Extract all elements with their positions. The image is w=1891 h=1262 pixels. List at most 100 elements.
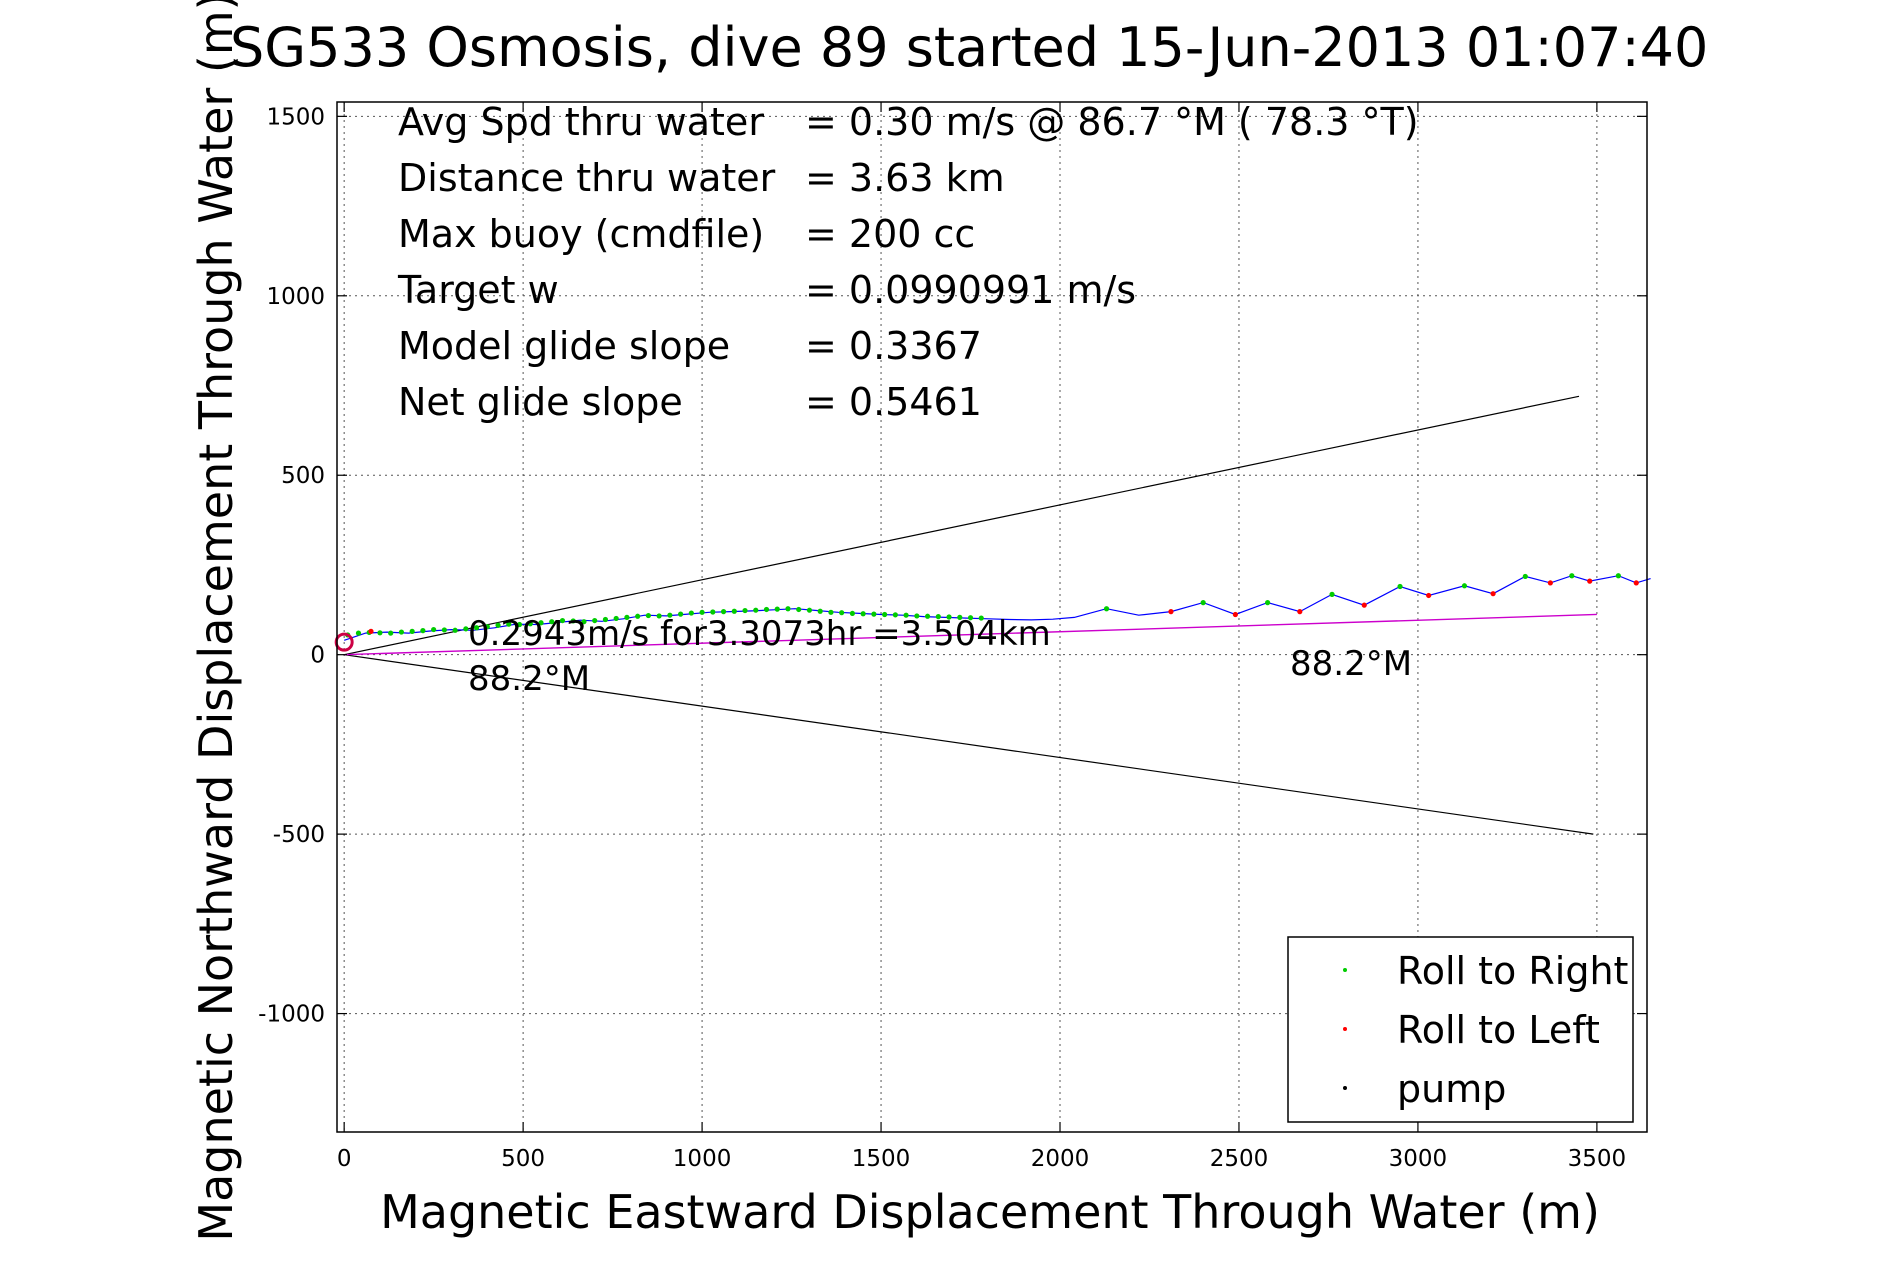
roll-right-point — [431, 626, 437, 633]
x-tick-label: 1500 — [852, 1146, 911, 1172]
heading-near-annotation: 88.2°M — [468, 659, 590, 699]
roll-left-point — [368, 628, 374, 634]
plot-frame — [336, 101, 1648, 1133]
legend: Roll to Right Roll to Left pump — [1287, 936, 1634, 1123]
roll-right-point — [645, 612, 651, 619]
roll-right-point — [473, 625, 480, 631]
chart-title: SG533 Osmosis, dive 89 started 15-Jun-20… — [230, 16, 1708, 79]
roll-right-point — [1329, 591, 1335, 597]
x-tick-label: 3000 — [1389, 1146, 1448, 1172]
info-label: Model glide slope — [398, 324, 730, 368]
roll-right-point — [463, 626, 469, 632]
y-axis-title: Magnetic Northward Displacement Through … — [189, 0, 243, 1242]
roll-right-point — [570, 618, 576, 624]
roll-right-point — [806, 607, 813, 613]
roll-right-point — [882, 611, 888, 618]
roll-right-point — [1103, 606, 1110, 612]
roll-right-point — [957, 614, 963, 620]
roll-right-point — [602, 616, 609, 623]
roll-right-point — [355, 630, 362, 636]
cone-line-lower — [344, 654, 1594, 835]
roll-right-point — [624, 614, 630, 620]
x-tick-label: 0 — [337, 1146, 352, 1172]
roll-left-point — [1168, 609, 1174, 615]
roll-left-point — [1587, 578, 1593, 584]
x-tick-label: 1000 — [673, 1146, 732, 1172]
roll-right-point — [495, 622, 501, 628]
legend-marker-roll-right — [1343, 968, 1347, 972]
roll-left-point — [1232, 611, 1238, 618]
roll-right-point — [1522, 573, 1528, 580]
roll-right-point — [1569, 573, 1575, 579]
roll-right-point — [978, 615, 984, 621]
x-tick-label: 500 — [501, 1146, 545, 1172]
cone-line-upper — [344, 395, 1580, 656]
roll-right-point — [720, 609, 727, 615]
start-marker — [334, 632, 354, 652]
y-tick-label: 500 — [281, 463, 325, 489]
roll-right-point — [839, 610, 845, 616]
roll-right-point — [506, 621, 512, 627]
info-label: Max buoy (cmdfile) — [398, 212, 764, 256]
roll-right-point — [1397, 583, 1403, 590]
roll-left-point — [1426, 592, 1432, 599]
roll-right-point — [559, 617, 566, 624]
info-label: Target w — [397, 268, 559, 312]
roll-right-point — [388, 630, 394, 636]
info-label: Avg Spd thru water — [398, 100, 764, 144]
roll-left-point — [1633, 580, 1639, 586]
legend-label-roll-right: Roll to Right — [1397, 949, 1628, 993]
roll-right-point — [849, 610, 856, 617]
speed-note-annotation: 0.2943m/s for3.3073hr =3.504km — [468, 614, 1051, 654]
legend-label-roll-left: Roll to Left — [1397, 1008, 1600, 1052]
legend-marker-pump — [1343, 1086, 1347, 1090]
roll-right-point — [635, 613, 641, 619]
roll-left-point — [1490, 591, 1496, 597]
roll-right-point — [753, 607, 759, 613]
y-tick-label: 0 — [310, 643, 325, 669]
roll-right-point — [903, 612, 909, 618]
heading-far-annotation: 88.2°M — [1290, 644, 1412, 684]
roll-left-point — [1547, 580, 1553, 586]
info-value: = 200 cc — [805, 212, 975, 256]
x-axis-title: Magnetic Eastward Displacement Through W… — [380, 1185, 1600, 1239]
x-tick-label: 3500 — [1568, 1146, 1627, 1172]
roll-right-point — [377, 630, 383, 636]
roll-right-point — [1461, 583, 1468, 589]
info-block: Avg Spd thru water = 0.30 m/s @ 86.7 °M (… — [397, 100, 1419, 424]
roll-left-point — [1361, 602, 1367, 608]
roll-right-point — [409, 628, 415, 634]
roll-right-point — [967, 615, 974, 621]
roll-right-point — [1200, 600, 1206, 606]
info-value: = 3.63 km — [805, 156, 1005, 200]
roll-right-point — [549, 619, 555, 625]
info-value: = 0.5461 — [805, 380, 982, 424]
roll-right-point — [796, 606, 802, 613]
legend-marker-roll-left — [1343, 1027, 1347, 1031]
roll-right-point — [860, 611, 866, 617]
data-layer — [334, 395, 1651, 835]
roll-right-point — [924, 613, 931, 619]
y-tick-label: 1000 — [266, 284, 325, 310]
roll-right-point — [452, 627, 458, 633]
roll-right-point — [1615, 573, 1621, 579]
roll-right-point — [828, 609, 834, 615]
y-tick-label: -1000 — [258, 1002, 325, 1028]
roll-right-point — [516, 621, 523, 628]
roll-right-point — [398, 629, 405, 635]
roll-right-point — [699, 609, 705, 615]
roll-right-point — [678, 611, 684, 617]
roll-right-point — [441, 627, 447, 633]
roll-right-point — [484, 624, 490, 630]
roll-right-point — [763, 606, 770, 613]
x-tick-label: 2000 — [1031, 1146, 1090, 1172]
roll-right-point — [667, 612, 673, 618]
x-tick-label: 2500 — [1210, 1146, 1269, 1172]
roll-right-point — [946, 614, 952, 620]
roll-right-point — [785, 606, 791, 612]
roll-right-point — [914, 613, 920, 619]
info-label: Distance thru water — [398, 156, 776, 200]
roll-right-point — [774, 606, 780, 612]
